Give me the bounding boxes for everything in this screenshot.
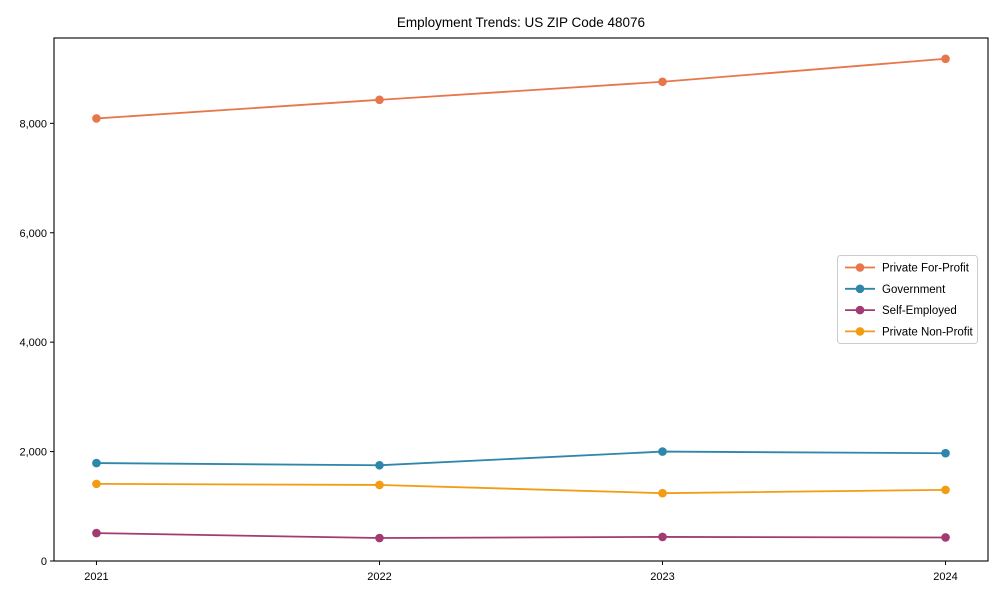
x-axis-tick-label: 2024 [933,571,957,583]
data-point-marker-private-for-profit [375,95,384,105]
line-series-self-employed [95,532,947,539]
data-point-marker-government [92,458,101,468]
x-axis-tick-label: 2022 [367,571,391,583]
data-point-marker-private-non-profit [658,488,667,498]
data-point-marker-government [375,460,384,470]
legend-marker-private-non-profit [855,327,865,336]
plot-background [54,38,988,561]
line-series-private-non-profit [95,482,947,495]
legend: Private For-Profit Government Self-Employe… [837,255,978,344]
legend-item-label: Self-Employed [882,305,957,317]
data-point-marker-self-employed [941,533,950,542]
data-point-marker-private-non-profit [375,480,384,490]
legend-item-label: Private Non-Profit [882,326,974,338]
legend-item-self-employed: Self-Employed [845,305,957,317]
y-axis-tick-label: 6,000 [19,228,47,240]
legend-item-private-for-profit: Private For-Profit [845,263,970,275]
axes-spines [53,37,989,562]
legend-item-label: Government [882,284,946,296]
x-axis-tick-label: 2023 [650,571,674,583]
legend-marker-self-employed [855,305,865,315]
data-point-marker-self-employed [92,528,101,538]
data-point-marker-government [941,448,950,458]
line-series-private-for-profit [95,57,947,120]
legend-item-label: Private For-Profit [882,263,970,275]
y-axis-tick-label: 8,000 [19,118,47,130]
y-axis-tick-label: 2,000 [19,447,47,459]
data-point-marker-private-non-profit [941,485,950,495]
y-axis-tick-label: 0 [41,556,47,568]
legend-box [837,255,978,344]
line-series-government [95,450,947,467]
chart-title: Employment Trends: US ZIP Code 48076 [397,15,645,30]
y-axis-tick-label: 4,000 [19,337,47,349]
data-point-marker-private-non-profit [92,479,101,489]
data-point-marker-private-for-profit [658,77,667,87]
x-axis-tick-label: 2021 [84,571,108,583]
data-point-marker-self-employed [658,532,667,542]
data-point-marker-private-for-profit [941,54,950,64]
legend-item-government: Government [845,284,946,296]
data-point-marker-private-for-profit [92,114,101,123]
legend-item-private-non-profit: Private Non-Profit [845,326,974,338]
plot-area: 0 2,000 4,000 6,000 8,000 2021 2022 2023 2024 Pri… [19,37,989,583]
data-point-marker-government [658,447,667,456]
legend-marker-government [855,284,865,294]
data-point-marker-self-employed [375,533,384,543]
legend-marker-private-for-profit [855,263,865,272]
